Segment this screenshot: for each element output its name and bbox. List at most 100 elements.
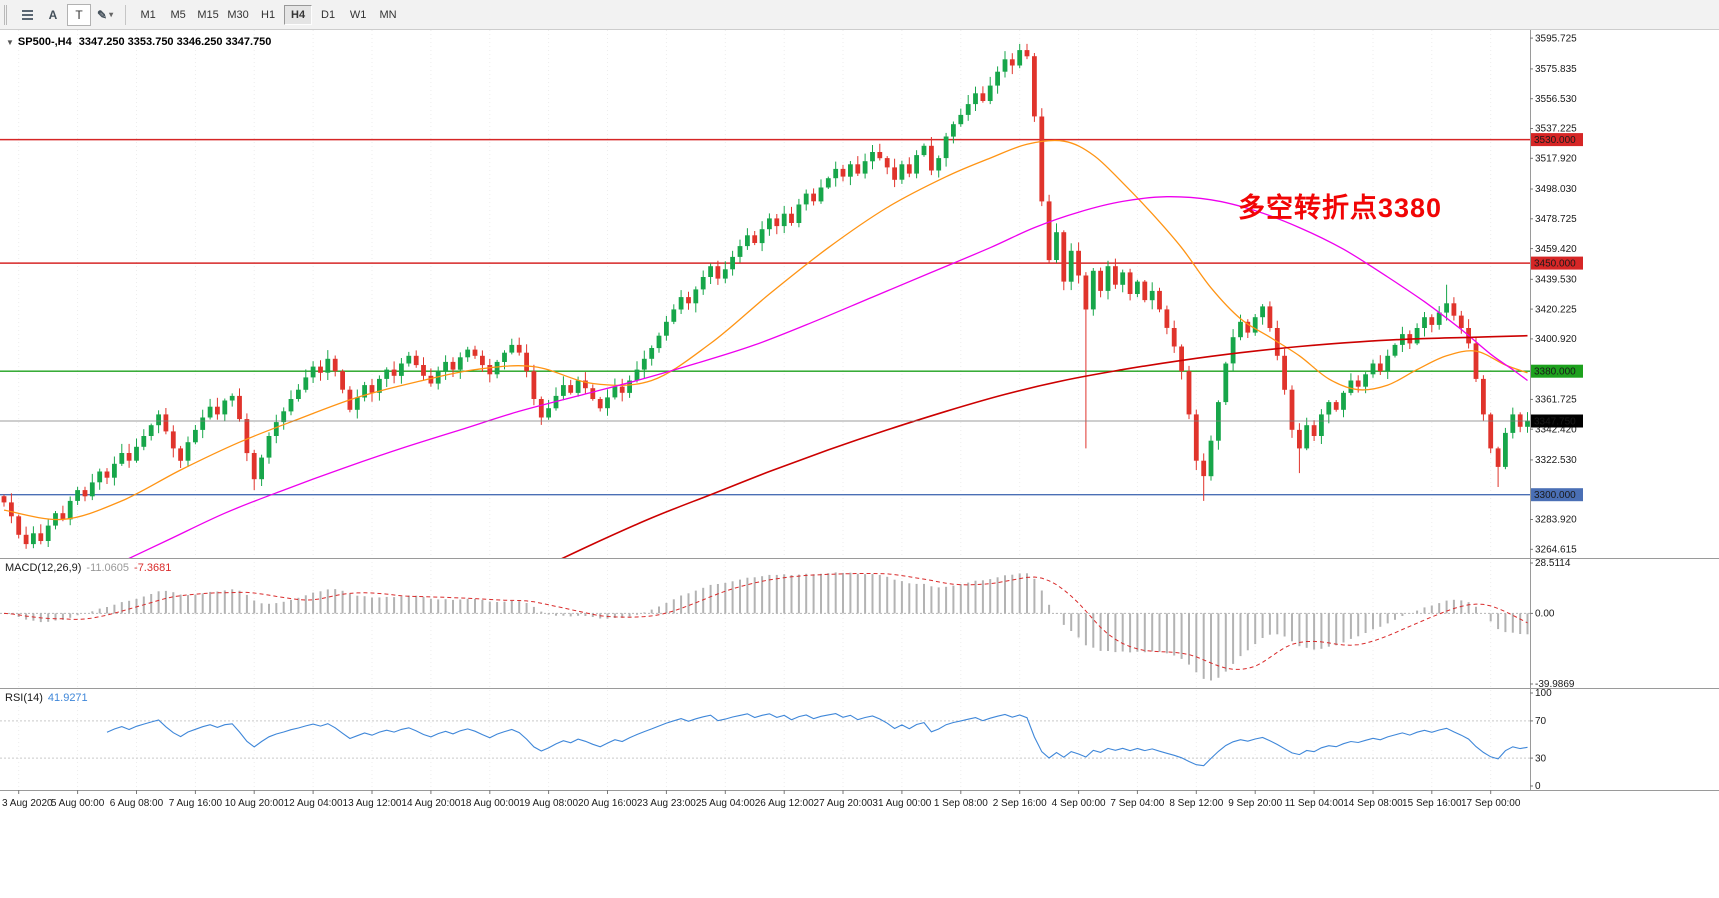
macd-name: MACD(12,26,9) (5, 562, 82, 574)
price-axis-label: 3459.420 (1535, 244, 1577, 255)
time-axis-label: 4 Sep 00:00 (1052, 798, 1106, 809)
price-badge-3450.000: 3450.000 (1531, 256, 1583, 270)
price-badge-3300.000: 3300.000 (1531, 488, 1583, 502)
text-box-tool-button[interactable]: T (67, 3, 91, 26)
macd-main-value: -11.0605 (86, 562, 130, 574)
time-axis-label: 10 Aug 20:00 (225, 798, 284, 809)
rsi-value: 41.9271 (47, 692, 88, 704)
rsi-axis-label: 30 (1535, 753, 1547, 764)
time-axis-label: 11 Sep 04:00 (1285, 798, 1344, 809)
rsi-name: RSI(14) (5, 692, 43, 704)
price-badge-3380.000: 3380.000 (1531, 364, 1583, 378)
macd-indicator (0, 572, 1530, 681)
macd-axis-label: 28.5114 (1535, 558, 1571, 569)
time-axis-label: 2 Sep 16:00 (993, 798, 1047, 809)
text-annotation-tool-button[interactable]: A (41, 4, 65, 26)
price-axis-label: 3264.615 (1535, 545, 1577, 556)
time-axis-label: 26 Aug 12:00 (755, 798, 814, 809)
price-axis[interactable]: 3595.725 3575.835 3556.530 3537.225 3517.920… (1530, 33, 1577, 556)
time-axis-label: 18 Aug 00:00 (460, 798, 519, 809)
svg-text:3380.000: 3380.000 (1534, 367, 1576, 378)
svg-text:3347.750: 3347.750 (1534, 417, 1576, 428)
pencil-icon: ✎ (97, 7, 108, 22)
timeframe-h4-button[interactable]: H4 (284, 4, 313, 25)
ma-mid-magenta (128, 196, 1528, 558)
price-axis-label: 3575.835 (1535, 64, 1577, 75)
time-axis-label: 19 Aug 08:00 (519, 798, 578, 809)
price-axis-label: 3420.225 (1535, 304, 1577, 315)
panel-dividers[interactable] (0, 30, 1719, 791)
price-axis-label: 3342.420 (1535, 424, 1577, 435)
time-axis-label: 17 Sep 00:00 (1461, 798, 1521, 809)
time-axis-label: 7 Aug 16:00 (169, 798, 223, 809)
macd-axis[interactable]: 28.5114 0.00 -39.9869 (1530, 558, 1575, 690)
time-axis-label: 15 Sep 16:00 (1402, 798, 1462, 809)
time-axis-label: 6 Aug 08:00 (110, 798, 164, 809)
macd-indicator-label: MACD(12,26,9) -11.0605 -7.3681 (5, 562, 171, 574)
symbol-period-label: SP500-,H4 (17, 36, 72, 48)
toolbar: A T ✎ ▾ M1 M5 M15 M30 H1 H4 D1 W1 MN (0, 0, 1719, 30)
time-axis-label: 8 Sep 12:00 (1169, 798, 1223, 809)
price-axis-label: 3400.920 (1535, 334, 1577, 345)
price-axis-label: 3517.920 (1535, 154, 1577, 165)
svg-text:3450.000: 3450.000 (1534, 259, 1576, 270)
time-axis-label: 31 Aug 00:00 (872, 798, 931, 809)
rsi-indicator-label: RSI(14) 41.9271 (5, 692, 88, 704)
price-axis-label: 3595.725 (1535, 33, 1577, 44)
price-axis-label: 3361.725 (1535, 395, 1577, 406)
chart-collapse-icon[interactable]: ▼ (6, 38, 14, 47)
horizontal-level-lines[interactable] (0, 138, 1530, 496)
chart-title: ▼ SP500-,H4 3347.250 3353.750 3346.250 334… (6, 36, 271, 48)
time-axis-label: 14 Aug 20:00 (401, 798, 460, 809)
candlestick-series (1, 43, 1530, 549)
toolbar-separator (125, 4, 127, 25)
timeframe-d1-button[interactable]: D1 (314, 5, 342, 25)
timeframe-m15-button[interactable]: M15 (194, 5, 222, 25)
rsi-axis-label: 100 (1535, 688, 1552, 699)
timeframe-w1-button[interactable]: W1 (344, 5, 372, 25)
macd-axis-label: 0.00 (1535, 609, 1555, 620)
price-axis-label: 3283.920 (1535, 515, 1577, 526)
price-axis-label: 3478.725 (1535, 214, 1577, 225)
timeframe-m1-button[interactable]: M1 (134, 5, 162, 25)
price-axis-label: 3439.530 (1535, 275, 1577, 286)
rsi-axis-label: 70 (1535, 716, 1547, 727)
time-axis-label: 20 Aug 16:00 (578, 798, 637, 809)
timeframe-h1-button[interactable]: H1 (254, 5, 282, 25)
time-axis-label: 12 Aug 04:00 (284, 798, 343, 809)
price-axis-label: 3322.530 (1535, 455, 1577, 466)
macd-signal-line (3, 573, 1528, 670)
charts-list-button[interactable] (15, 4, 39, 26)
chart-text-annotation: 多空转折点3380 (1238, 193, 1443, 223)
time-axis-label: 25 Aug 04:00 (696, 798, 755, 809)
price-axis-label: 3498.030 (1535, 184, 1577, 195)
svg-text:3300.000: 3300.000 (1534, 490, 1576, 501)
time-axis-label: 23 Aug 23:00 (637, 798, 696, 809)
timeframe-mn-button[interactable]: MN (374, 5, 402, 25)
rsi-axis[interactable]: 100 70 30 0 (1530, 688, 1552, 792)
ohlc-values: 3347.250 3353.750 3346.250 3347.750 (78, 36, 272, 48)
list-icon (21, 9, 33, 12)
current-price-badge: 3347.750 (1531, 414, 1583, 428)
toolbar-drag-handle[interactable] (4, 4, 9, 25)
timeframe-m5-button[interactable]: M5 (164, 5, 192, 25)
macd-signal-value: -7.3681 (134, 562, 172, 574)
price-axis-label: 3537.225 (1535, 124, 1577, 135)
chevron-down-icon: ▾ (109, 10, 114, 19)
drawing-tools-button[interactable]: ✎ ▾ (93, 4, 117, 26)
svg-text:3530.000: 3530.000 (1534, 135, 1576, 146)
time-axis-label: 7 Sep 04:00 (1110, 798, 1164, 809)
time-axis-label: 5 Aug 00:00 (51, 798, 105, 809)
time-axis-label: 1 Sep 08:00 (934, 798, 988, 809)
timeframe-m30-button[interactable]: M30 (224, 5, 252, 25)
price-badge-3530.000: 3530.000 (1531, 133, 1583, 147)
price-level-badges: 3530.000 3450.000 3380.000 3300.000 3347.750 (1531, 133, 1583, 502)
macd-axis-label: -39.9869 (1535, 679, 1575, 690)
moving-averages (3, 139, 1528, 558)
rsi-line (106, 713, 1528, 767)
time-axis-label: 27 Aug 20:00 (814, 798, 873, 809)
time-axis-label: 3 Aug 2020 (2, 798, 53, 809)
